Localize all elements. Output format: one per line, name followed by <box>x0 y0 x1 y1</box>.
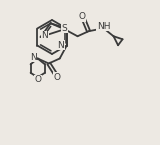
Text: O: O <box>53 72 60 81</box>
Text: N: N <box>42 31 48 40</box>
Text: O: O <box>34 75 41 84</box>
Text: NH: NH <box>97 22 110 31</box>
Text: O: O <box>78 12 85 21</box>
Text: S: S <box>62 24 67 33</box>
Text: N: N <box>57 40 64 49</box>
Text: N: N <box>30 53 37 62</box>
